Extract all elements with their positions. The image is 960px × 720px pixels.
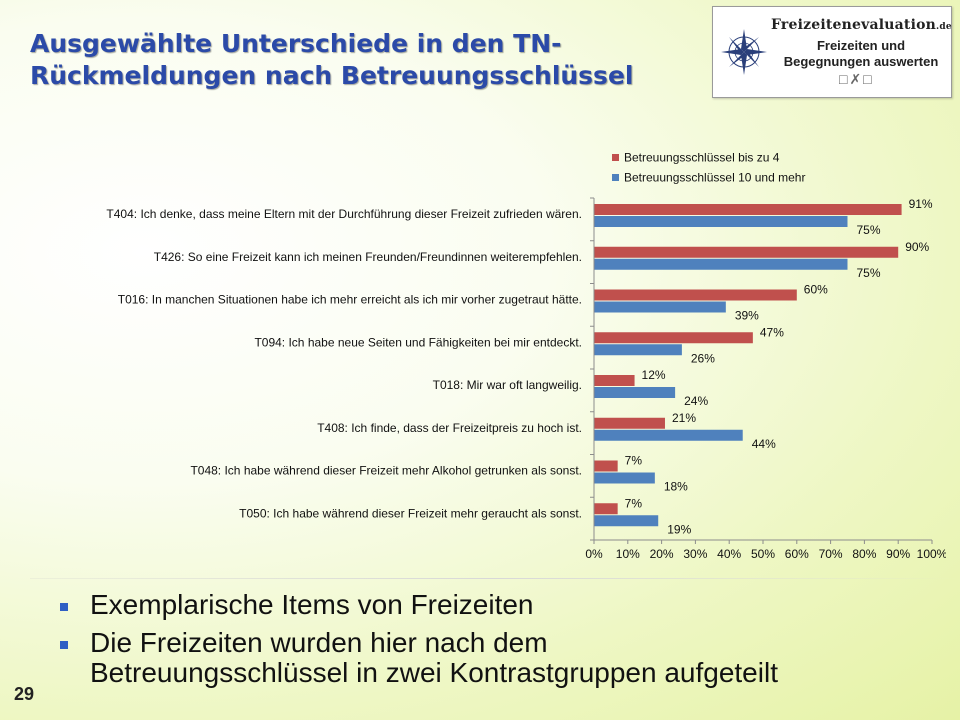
x-tick-label: 100% xyxy=(917,547,946,561)
chart-bars: 91% 75% 90% 75% 60% 39%47% 26% 12% 24% 21% 44% 7% 18… xyxy=(594,197,933,536)
bar xyxy=(594,301,726,313)
bar-chart: Betreuungsschlüssel bis zu 4 Betreuungssc… xyxy=(16,140,948,570)
data-label: 7% xyxy=(625,496,643,510)
bullet-list: Exemplarische Items von Freizeiten Die F… xyxy=(60,590,940,696)
data-label: 90% xyxy=(905,240,929,254)
legend-swatch xyxy=(612,154,619,161)
data-label: 60% xyxy=(804,283,828,297)
category-label: T018: Mir war oft langweilig. xyxy=(433,378,582,392)
category-label: T048: Ich habe während dieser Freizeit m… xyxy=(190,464,582,478)
bar xyxy=(594,503,618,515)
bar xyxy=(594,387,676,398)
x-tick-label: 60% xyxy=(785,547,809,561)
bar xyxy=(594,417,665,429)
bullet-icon xyxy=(60,603,68,611)
bar xyxy=(594,289,797,301)
category-label: T094: Ich habe neue Seiten und Fähigkeit… xyxy=(254,335,582,349)
data-label: 19% xyxy=(667,522,691,536)
data-label: 24% xyxy=(684,394,708,408)
x-tick-label: 20% xyxy=(650,547,674,561)
logo-brand: Freizeitenevaluation.de xyxy=(771,17,952,33)
category-label: T408: Ich finde, dass der Freizeitpreis … xyxy=(317,421,582,435)
logo: Freizeitenevaluation.de Freizeiten und B… xyxy=(712,6,952,98)
chart-legend: Betreuungsschlüssel bis zu 4 Betreuungssc… xyxy=(612,151,805,185)
data-label: 21% xyxy=(672,411,696,425)
compass-icon xyxy=(721,29,767,75)
bar xyxy=(594,258,848,270)
logo-tagline: Freizeiten und Begegnungen auswerten xyxy=(783,38,939,69)
bullet-item: Die Freizeiten wurden hier nach dem Betr… xyxy=(60,628,940,688)
x-tick-label: 30% xyxy=(683,547,707,561)
bar xyxy=(594,216,848,227)
legend-label: Betreuungsschlüssel bis zu 4 xyxy=(624,151,780,165)
category-label: T050: Ich habe während dieser Freizeit m… xyxy=(239,506,582,520)
x-tick-label: 80% xyxy=(852,547,876,561)
slide-number: 29 xyxy=(14,684,35,704)
data-label: 26% xyxy=(691,351,715,365)
bar xyxy=(594,375,635,386)
x-tick-label: 40% xyxy=(717,547,741,561)
bar xyxy=(594,515,659,527)
data-label: 12% xyxy=(642,368,666,382)
x-tick-label: 10% xyxy=(616,547,640,561)
data-label: 75% xyxy=(857,223,881,237)
data-label: 7% xyxy=(625,454,643,468)
data-label: 18% xyxy=(664,480,688,494)
category-label: T426: So eine Freizeit kann ich meinen F… xyxy=(154,250,582,264)
chart-axes: T404: Ich denke, dass meine Eltern mit d… xyxy=(106,197,948,561)
x-tick-label: 0% xyxy=(585,547,603,561)
bar xyxy=(594,429,743,441)
bar xyxy=(594,332,753,344)
data-label: 39% xyxy=(735,309,759,323)
legend-label: Betreuungsschlüssel 10 und mehr xyxy=(624,171,805,185)
bar xyxy=(594,460,618,472)
bar xyxy=(594,344,682,356)
x-tick-label: 50% xyxy=(751,547,775,561)
slide-title: Ausgewählte Unterschiede in den TN- Rück… xyxy=(30,29,634,90)
chart-svg: Betreuungsschlüssel bis zu 4 Betreuungssc… xyxy=(106,151,948,562)
data-label: 47% xyxy=(760,325,784,339)
category-label: T016: In manchen Situationen habe ich me… xyxy=(118,293,582,307)
category-label: T404: Ich denke, dass meine Eltern mit d… xyxy=(106,207,582,221)
bar xyxy=(594,204,902,215)
data-label: 44% xyxy=(752,437,776,451)
data-label: 75% xyxy=(857,266,881,280)
bullet-icon xyxy=(60,641,68,649)
logo-boxes-icon: □✗□ xyxy=(839,71,874,87)
x-tick-label: 90% xyxy=(886,547,910,561)
bar xyxy=(594,472,655,484)
x-tick-label: 70% xyxy=(819,547,843,561)
legend-swatch xyxy=(612,174,619,181)
bar xyxy=(594,246,899,258)
bullet-item: Exemplarische Items von Freizeiten xyxy=(60,590,940,620)
divider xyxy=(30,578,960,579)
data-label: 91% xyxy=(909,197,933,211)
